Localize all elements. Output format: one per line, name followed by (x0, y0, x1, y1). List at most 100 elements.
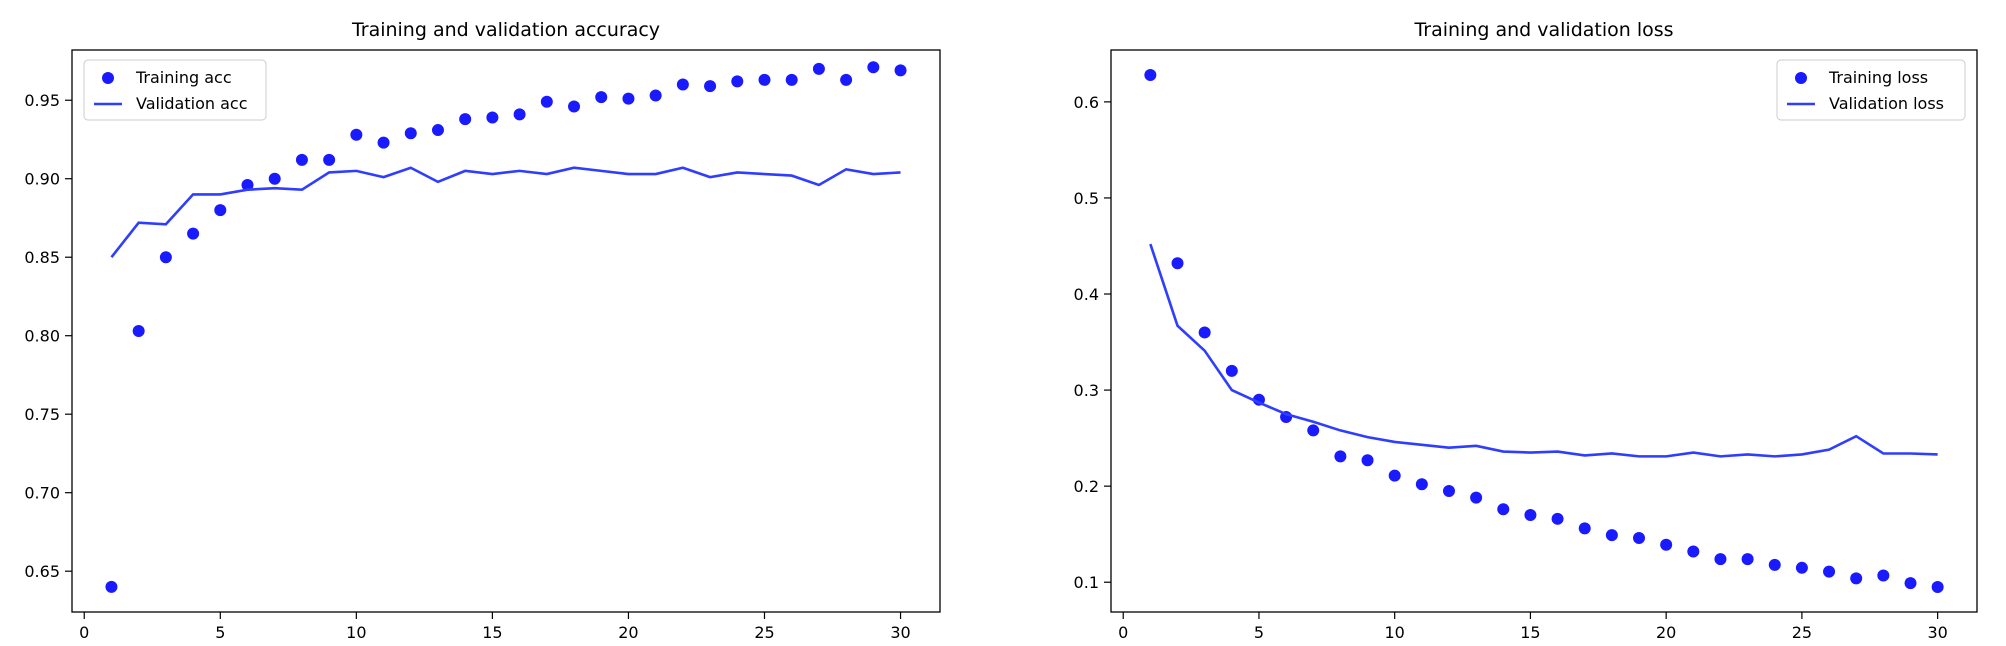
acc-data-point (132, 325, 145, 337)
acc-data-point (867, 61, 880, 74)
loss-data-point (1334, 450, 1347, 463)
acc-chart-title: Training and validation accuracy (351, 19, 660, 41)
acc-data-point (268, 172, 281, 185)
loss-data-point (1741, 553, 1754, 566)
loss-chart-title: Training and validation loss (1413, 19, 1673, 41)
acc-data-point (159, 251, 172, 264)
loss-data-point (1307, 424, 1320, 437)
acc-y-tick-label: 0.70 (24, 484, 60, 503)
acc-x-tick-label: 20 (618, 623, 638, 642)
acc-data-point (431, 124, 444, 137)
loss-y-tick-label: 0.4 (1074, 285, 1099, 304)
acc-x-tick-label: 15 (482, 623, 502, 642)
acc-data-point (187, 227, 200, 240)
loss-data-point (1198, 326, 1211, 339)
acc-y-tick-label: 0.75 (24, 405, 60, 424)
loss-data-point (1633, 532, 1646, 545)
loss-legend-label: Training loss (1828, 68, 1928, 87)
acc-data-point (894, 64, 907, 77)
loss-y-tick-label: 0.1 (1074, 573, 1099, 592)
loss-data-point (1605, 529, 1618, 542)
loss-legend: Training loss Validation loss (1776, 59, 1966, 121)
acc-legend-label: Validation acc (136, 94, 248, 113)
loss-x-tick-label: 25 (1792, 623, 1812, 642)
acc-x-tick-label: 10 (346, 623, 366, 642)
loss-y-tick-label: 0.2 (1074, 477, 1099, 496)
acc-plot-frame (71, 49, 941, 613)
acc-data-point (323, 153, 336, 166)
acc-data-point (785, 73, 798, 86)
loss-y-tick-label: 0.3 (1074, 381, 1099, 400)
loss-data-point (1361, 454, 1374, 467)
loss-x-tick-label: 15 (1520, 623, 1540, 642)
acc-data-point (731, 75, 744, 88)
loss-data-point (1687, 545, 1700, 558)
loss-data-point (1578, 522, 1591, 535)
loss-chart: Training and validation loss 0 5 10 15 20 25 30… (1074, 19, 1978, 642)
loss-data-point (1497, 503, 1510, 516)
loss-data-point (1714, 553, 1727, 566)
acc-data-point (622, 92, 635, 105)
acc-legend: Training acc Validation acc (83, 59, 267, 121)
acc-data-point (540, 95, 553, 108)
acc-data-point (595, 91, 608, 104)
acc-data-point (568, 100, 581, 113)
loss-data-point (1551, 512, 1564, 525)
acc-x-tick-label: 25 (754, 623, 774, 642)
accuracy-chart: Training and validation accuracy 0 5 10 15 20… (24, 19, 941, 642)
acc-x-tick-label: 30 (890, 623, 910, 642)
loss-data-point (1388, 469, 1401, 482)
loss-data-point (1660, 538, 1673, 551)
loss-x-tick-label: 30 (1927, 623, 1947, 642)
loss-data-point (1415, 478, 1428, 491)
acc-series-line-1 (110, 166, 901, 259)
loss-x-tick-label: 10 (1385, 623, 1405, 642)
acc-data-point (513, 108, 526, 121)
loss-data-point (1171, 257, 1184, 270)
loss-data-point (1877, 569, 1890, 582)
acc-data-point (404, 127, 417, 140)
loss-legend-box (1776, 59, 1966, 121)
acc-x-tick-label: 0 (79, 623, 89, 642)
loss-y-tick-label: 0.6 (1074, 93, 1099, 112)
loss-series-line-1 (1149, 243, 1938, 458)
acc-data-point (214, 204, 227, 217)
loss-legend-marker-swatch (1795, 72, 1807, 84)
acc-legend-box (83, 59, 267, 121)
acc-data-point (295, 153, 308, 166)
acc-data-point (105, 580, 118, 593)
loss-x-tick-label: 0 (1118, 623, 1128, 642)
loss-data-point (1144, 68, 1157, 81)
acc-y-tick-label: 0.65 (24, 562, 60, 581)
loss-data-point (1904, 577, 1917, 590)
acc-data-point (812, 62, 825, 75)
loss-data-point (1768, 558, 1781, 571)
acc-y-tick-label: 0.85 (24, 248, 60, 267)
acc-data-point (377, 136, 390, 149)
loss-x-tick-label: 5 (1254, 623, 1264, 642)
acc-y-tick-label: 0.80 (24, 327, 60, 346)
loss-chart-panel: Training and validation loss 0 5 10 15 20 25 30… (1003, 0, 2006, 646)
loss-legend-label: Validation loss (1829, 94, 1944, 113)
loss-data-point (1850, 572, 1863, 585)
loss-plot-frame (1110, 49, 1978, 613)
acc-y-tick-label: 0.90 (24, 170, 60, 189)
acc-data-point (840, 73, 853, 86)
acc-data-point (486, 111, 499, 124)
loss-data-point (1524, 508, 1537, 521)
loss-data-point (1442, 484, 1455, 497)
loss-data-point (1225, 364, 1238, 377)
acc-x-tick-label: 5 (215, 623, 225, 642)
loss-data-point (1823, 565, 1836, 578)
loss-x-tick-label: 20 (1656, 623, 1676, 642)
acc-data-point (241, 179, 254, 192)
acc-data-point (649, 89, 662, 102)
loss-data-point (1931, 581, 1944, 594)
loss-data-point (1470, 491, 1483, 504)
loss-y-tick-label: 0.5 (1074, 189, 1099, 208)
acc-data-point (350, 128, 363, 141)
acc-data-point (676, 78, 689, 91)
acc-data-point (704, 80, 717, 93)
acc-data-point (758, 73, 771, 86)
acc-data-point (459, 113, 472, 126)
